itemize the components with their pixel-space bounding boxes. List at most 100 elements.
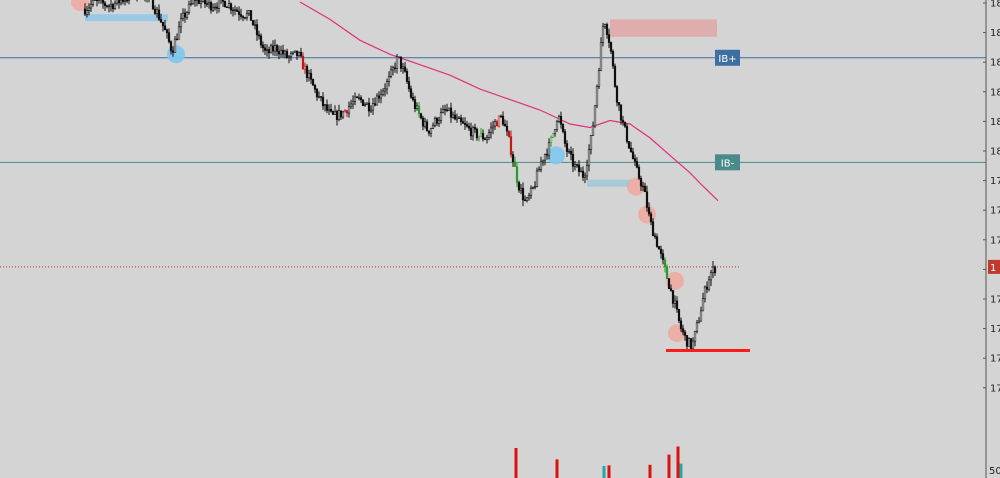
volume-bar [679, 463, 683, 478]
candle-body [179, 18, 183, 28]
candle-body [655, 236, 659, 247]
candle-body [535, 170, 539, 187]
candle-body [445, 109, 449, 111]
candle-body [437, 120, 441, 124]
candle-body [209, 2, 213, 11]
candle-body [573, 164, 577, 167]
candle-body [643, 185, 647, 193]
candle-body [615, 86, 619, 103]
candle-body [263, 47, 267, 51]
candle-body [543, 153, 547, 161]
candle-body [469, 127, 473, 137]
price-axis-label: 18 [990, 58, 1000, 69]
volume-axis-label: 50 [989, 466, 1000, 477]
candle-body [713, 266, 717, 274]
candle-body [619, 104, 623, 121]
candle-body [121, 0, 125, 3]
volume-bar [514, 448, 518, 478]
candle-body [477, 135, 481, 139]
candle-body [247, 10, 251, 14]
volume-bar [648, 464, 652, 478]
candle-body [587, 149, 591, 166]
candle-body [551, 133, 555, 138]
candle-body [301, 55, 305, 70]
candle-body [413, 99, 417, 109]
candle-body [393, 67, 397, 69]
candle-body [557, 115, 561, 122]
candle-body [347, 106, 351, 114]
candle-body [161, 21, 165, 27]
candle-body [117, 0, 121, 4]
candle-body [89, 4, 93, 9]
candle-body [343, 110, 347, 113]
candle-body [707, 279, 711, 290]
candle-body [303, 65, 307, 70]
candle-body [603, 24, 607, 27]
candle-body [233, 9, 237, 11]
candle-body [265, 49, 269, 51]
candle-body [235, 9, 239, 12]
candle-body [357, 97, 361, 99]
supply-zone [610, 19, 717, 37]
candle-body [157, 9, 161, 20]
candle-body [307, 72, 311, 78]
candle-body [333, 110, 337, 115]
candle-body [181, 12, 185, 19]
candle-body [95, 0, 99, 1]
candle-body [511, 154, 515, 162]
candle-body [703, 286, 707, 300]
candle-body [261, 44, 265, 49]
candle-body [575, 164, 579, 166]
candle-body [267, 49, 271, 54]
candle-body [317, 96, 321, 98]
candle-body [519, 187, 523, 191]
candle-body [611, 51, 615, 67]
candle-body [657, 246, 661, 250]
candle-body [429, 128, 433, 134]
candle-body [207, 2, 211, 5]
candle-body [709, 272, 713, 281]
buy-marker[interactable] [547, 146, 565, 165]
candle-body [537, 169, 541, 172]
candle-body [277, 50, 281, 55]
candle-body [639, 178, 643, 187]
price-axis-label: 17 [990, 295, 1000, 306]
candle-body [701, 298, 705, 312]
candle-body [515, 166, 519, 183]
level-tag [715, 154, 740, 171]
candle-body [83, 8, 87, 15]
volume-bar [676, 446, 680, 478]
candle-body [101, 0, 105, 4]
candle-body [591, 125, 595, 136]
candle-body [367, 102, 371, 112]
candle-body [529, 187, 533, 196]
candle-body [595, 86, 599, 107]
candle-body [487, 132, 491, 138]
candle-body [613, 65, 617, 87]
candle-body [681, 328, 685, 333]
candle-body [409, 88, 413, 98]
candle-body [419, 113, 423, 119]
candle-body [533, 186, 537, 188]
candle-body [203, 0, 207, 5]
candle-body [331, 111, 335, 115]
candle-body [481, 132, 485, 140]
candle-body [169, 41, 173, 52]
candle-body [669, 288, 673, 291]
candle-body [199, 1, 203, 4]
candle-body [623, 121, 627, 127]
candle-body [383, 88, 387, 92]
sell-marker[interactable] [71, 0, 89, 11]
candle-body [401, 66, 405, 69]
candle-body [581, 170, 585, 178]
candle-body [185, 12, 189, 18]
candle-body [601, 26, 605, 43]
candle-body [473, 127, 477, 130]
candle-body [297, 51, 301, 57]
candle-body [493, 121, 497, 127]
candle-body [659, 248, 663, 254]
candle-body [439, 112, 443, 121]
candle-body [403, 66, 407, 72]
candle-body [523, 199, 527, 201]
